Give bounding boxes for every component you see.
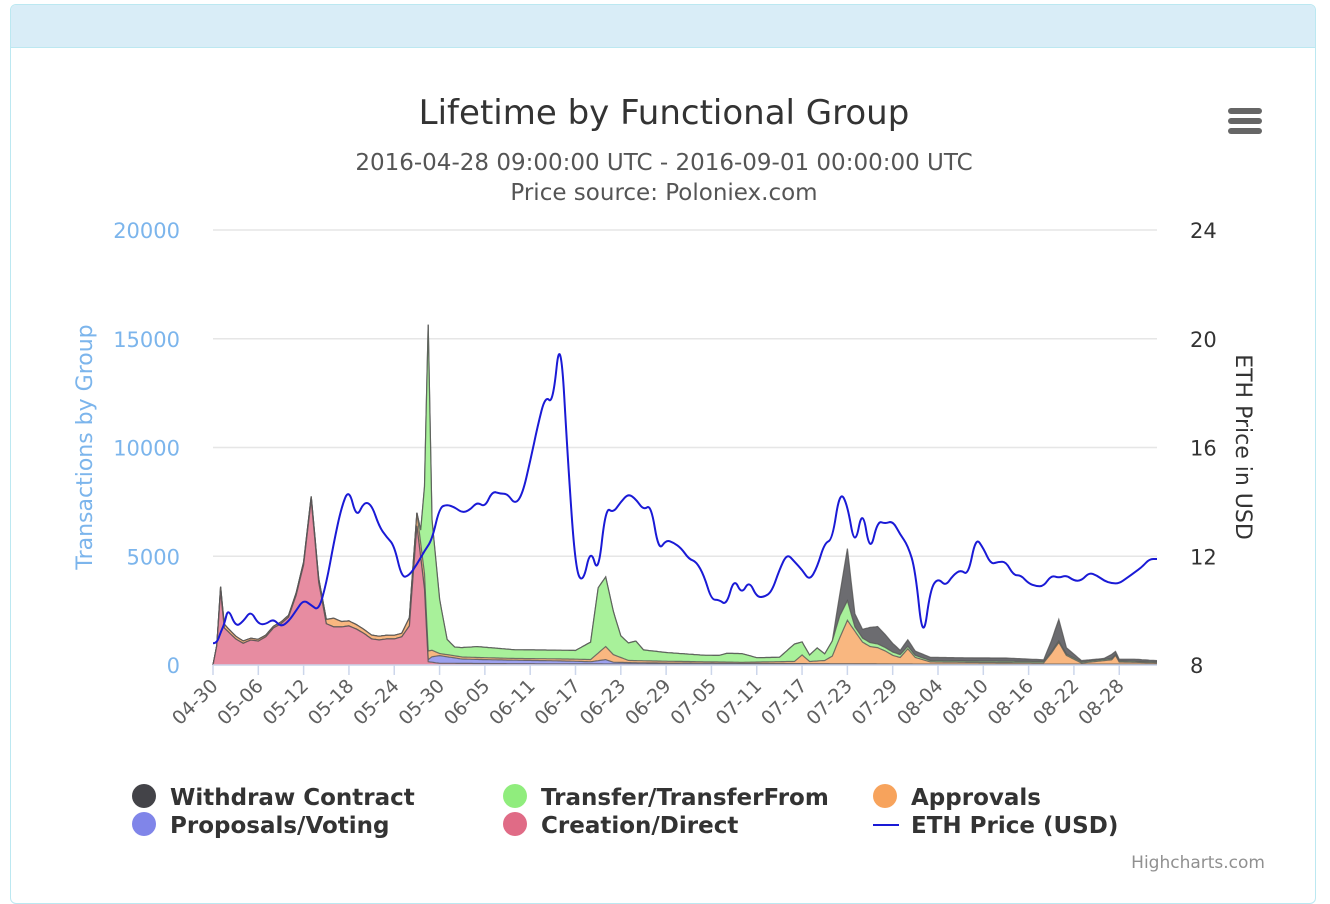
- area-outline: [212, 324, 1158, 666]
- x-tick-label: 05-30: [394, 675, 449, 730]
- area-outline: [212, 496, 1157, 666]
- grid-lines: [213, 229, 1157, 666]
- menu-icon[interactable]: [1228, 108, 1262, 134]
- y-axis-right: 8 12 16 20 24: [1190, 219, 1217, 678]
- y-left-tick-label: 15000: [113, 328, 180, 352]
- x-tick-label: 04-30: [168, 675, 223, 730]
- legend-label: Proposals/Voting: [170, 813, 390, 839]
- chart-subtitle: 2016-04-28 09:00:00 UTC - 2016-09-01 00:…: [355, 150, 972, 176]
- x-tick-label: 05-06: [213, 675, 268, 730]
- legend-label: Creation/Direct: [541, 813, 738, 839]
- y-left-tick-label: 20000: [113, 219, 180, 243]
- y-left-tick-label: 10000: [113, 437, 180, 461]
- y-right-tick-label: 24: [1190, 219, 1217, 243]
- y-right-tick-label: 20: [1190, 328, 1217, 352]
- x-tick-label: 07-29: [848, 675, 903, 730]
- x-tick-label: 06-23: [576, 675, 631, 730]
- y-right-tick-label: 12: [1190, 545, 1217, 569]
- legend-item-approvals[interactable]: Approvals: [873, 784, 1041, 811]
- x-tick-label: 08-10: [938, 675, 993, 730]
- legend-label: Transfer/TransferFrom: [541, 785, 829, 811]
- area-outline: [212, 324, 1158, 666]
- legend-symbol-circle: [132, 784, 156, 808]
- x-axis: 04-3005-0605-1205-1805-2405-3006-0506-11…: [168, 664, 1157, 730]
- x-tick-label: 07-23: [802, 675, 857, 730]
- area-transfer-transferfrom[interactable]: [213, 324, 1157, 665]
- chart-price-source: Price source: Poloniex.com: [510, 180, 817, 206]
- legend-label: ETH Price (USD): [911, 813, 1118, 839]
- x-tick-label: 05-12: [259, 675, 314, 730]
- legend-symbol-circle: [132, 812, 156, 836]
- legend-item-proposals-voting[interactable]: Proposals/Voting: [132, 812, 390, 839]
- legend-item-transfer-transferfrom[interactable]: Transfer/TransferFrom: [503, 784, 829, 811]
- y-axis-left: 0 5000 10000 15000 20000: [113, 219, 180, 678]
- x-tick-label: 05-18: [304, 675, 359, 730]
- credits-link[interactable]: Highcharts.com: [1131, 853, 1265, 873]
- stacked-areas: [212, 324, 1158, 666]
- x-tick-label: 08-28: [1074, 675, 1129, 730]
- chart-title: Lifetime by Functional Group: [419, 93, 910, 133]
- eth-price-line[interactable]: [212, 353, 1157, 645]
- legend-symbol-circle: [873, 784, 897, 808]
- price-line-group: [212, 353, 1157, 645]
- x-tick-label: 08-22: [1029, 675, 1084, 730]
- legend-symbol-circle: [503, 784, 527, 808]
- x-tick-label: 08-16: [984, 675, 1039, 730]
- x-tick-label: 06-29: [621, 675, 676, 730]
- legend-item-withdraw-contract[interactable]: Withdraw Contract: [132, 784, 415, 811]
- area-creation-direct[interactable]: [213, 499, 1157, 665]
- legend-symbol-circle: [503, 812, 527, 836]
- legend-label: Withdraw Contract: [170, 785, 415, 811]
- x-tick-label: 07-11: [712, 675, 767, 730]
- y-axis-right-title: ETH Price in USD: [1230, 354, 1255, 540]
- area-withdraw-contract[interactable]: [213, 324, 1157, 665]
- y-right-tick-label: 16: [1190, 437, 1217, 461]
- y-left-tick-label: 5000: [127, 545, 180, 569]
- y-right-tick-label: 8: [1190, 654, 1203, 678]
- chart-panel: [10, 4, 1316, 904]
- x-tick-label: 06-05: [440, 675, 495, 730]
- x-tick-label: 05-24: [349, 675, 404, 730]
- panel-heading: [11, 5, 1315, 48]
- y-axis-left-title: Transactions by Group: [73, 324, 98, 570]
- x-tick-label: 07-05: [666, 675, 721, 730]
- legend: Withdraw Contract Transfer/TransferFrom Ap…: [132, 784, 1118, 839]
- y-left-tick-label: 0: [167, 654, 180, 678]
- x-tick-label: 07-17: [757, 675, 812, 730]
- legend-label: Approvals: [911, 785, 1041, 811]
- x-tick-label: 06-11: [485, 675, 540, 730]
- x-tick-label: 06-17: [530, 675, 585, 730]
- x-tick-label: 08-04: [893, 675, 948, 730]
- legend-item-creation-direct[interactable]: Creation/Direct: [503, 812, 738, 839]
- legend-item-eth-price-usd-[interactable]: ETH Price (USD): [873, 813, 1118, 839]
